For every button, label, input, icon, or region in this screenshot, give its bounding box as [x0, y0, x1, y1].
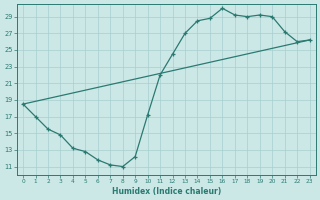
X-axis label: Humidex (Indice chaleur): Humidex (Indice chaleur)	[112, 187, 221, 196]
